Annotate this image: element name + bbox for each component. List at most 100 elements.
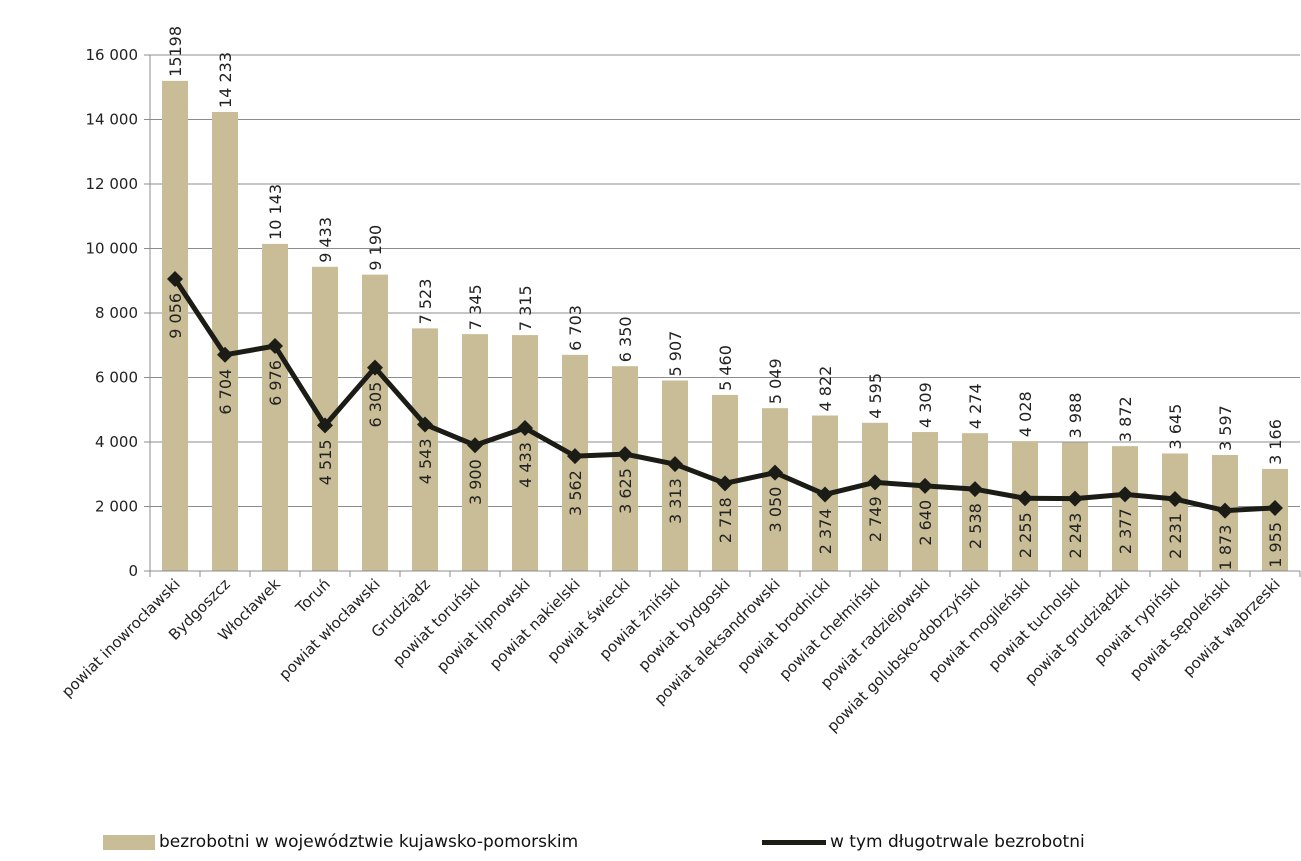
category-label: powiat inowrocławski	[58, 575, 184, 701]
bar	[612, 366, 638, 571]
bar-data-label: 9 433	[316, 217, 335, 263]
bar-data-label: 3 166	[1266, 419, 1285, 465]
line-marker	[867, 474, 883, 491]
line-data-label: 9 056	[166, 293, 185, 339]
line-data-label: 3 313	[666, 478, 685, 524]
legend-item-line: w tym długotrwale bezrobotni	[762, 832, 1085, 852]
line-marker	[317, 417, 333, 434]
line-data-label: 2 255	[1016, 512, 1035, 558]
line-data-label: 4 515	[316, 439, 335, 485]
bar	[912, 432, 938, 571]
bar	[862, 422, 888, 571]
bar-data-label: 10 143	[266, 184, 285, 240]
gridlines	[150, 54, 1300, 507]
y-tick-label: 0	[128, 562, 138, 580]
line-marker	[1117, 486, 1133, 503]
line-marker	[467, 437, 483, 454]
bar-data-label: 4 595	[866, 373, 885, 419]
legend-bar-swatch	[103, 834, 155, 850]
line-marker	[267, 338, 283, 355]
line-data-label: 2 243	[1066, 513, 1085, 559]
bar	[412, 328, 438, 571]
line-data-label: 3 900	[466, 459, 485, 505]
line-marker	[417, 416, 433, 433]
legend-line-label: w tym długotrwale bezrobotni	[830, 832, 1085, 852]
line-data-labels: 9 056 6 704 6 976 4 515 6 305 4 543 3 900 4 433…	[166, 293, 1285, 570]
bar-data-label: 6 350	[616, 316, 635, 362]
y-tick-label: 10 000	[86, 240, 139, 258]
line-marker	[717, 475, 733, 492]
bar	[362, 274, 388, 571]
bar-data-label: 6 703	[566, 305, 585, 351]
line-data-label: 3 050	[766, 487, 785, 533]
line-data-label: 2 377	[1116, 508, 1135, 554]
line-data-label: 3 562	[566, 470, 585, 516]
y-tick-label: 14 000	[86, 111, 139, 129]
line-marker	[167, 270, 183, 287]
bar-data-label: 4 309	[916, 382, 935, 428]
y-tick-label: 6 000	[95, 369, 138, 387]
bar-data-label: 7 523	[416, 279, 435, 325]
line-data-label: 2 374	[816, 508, 835, 554]
bar	[662, 380, 688, 571]
y-tick-label: 16 000	[86, 46, 139, 64]
line-marker	[367, 359, 383, 376]
line-data-label: 2 231	[1166, 513, 1185, 559]
bar	[1262, 468, 1288, 571]
bar	[262, 243, 288, 571]
category-label: powiat wąbrzeski	[1179, 575, 1284, 680]
bar	[162, 80, 188, 571]
line-data-label: 2 538	[966, 503, 985, 549]
bar-data-label: 4 822	[816, 366, 835, 412]
line-data-label: 2 640	[916, 500, 935, 546]
line-marker	[517, 420, 533, 437]
bar	[962, 433, 988, 571]
line-marker	[967, 481, 983, 498]
bar	[1162, 453, 1188, 571]
bar-data-label: 4 028	[1016, 391, 1035, 437]
line-data-label: 6 976	[266, 360, 285, 406]
bar-data-label: 3 645	[1166, 404, 1185, 450]
line-marker	[1017, 490, 1033, 507]
line-data-label: 1 955	[1266, 522, 1285, 568]
y-tick-label: 4 000	[95, 433, 138, 451]
y-tick-label: 2 000	[95, 498, 138, 516]
category-label: powiat rypiński	[1091, 575, 1184, 668]
bar-series	[162, 80, 1288, 571]
category-label: Toruń	[291, 575, 333, 617]
line-data-label: 4 543	[416, 438, 435, 484]
line-marker	[217, 346, 233, 363]
category-label: powiat lipnowski	[433, 575, 534, 676]
line-marker	[1267, 499, 1283, 516]
category-label: powiat nakielski	[486, 575, 584, 673]
line-data-label: 2 718	[716, 497, 735, 543]
y-axis: 0 2 000 4 000 6 000 8 000 10 000 12 000 14 000 1…	[86, 46, 151, 580]
category-label: powiat tucholski	[985, 575, 1084, 674]
legend-bar-label: bezrobotni w województwie kujawsko-pomor…	[159, 832, 579, 852]
line-marker	[617, 446, 633, 463]
bar-data-label: 7 345	[466, 284, 485, 330]
line-marker	[767, 464, 783, 481]
bar	[1112, 446, 1138, 571]
line-data-label: 4 433	[516, 442, 535, 488]
y-tick-label: 12 000	[86, 175, 139, 193]
bar-data-label: 3 597	[1216, 405, 1235, 451]
legend-item-bars: bezrobotni w województwie kujawsko-pomor…	[103, 832, 578, 852]
category-label: powiat bydgoski	[635, 575, 734, 674]
bar	[762, 408, 788, 571]
bar-data-label: 14 233	[216, 52, 235, 108]
line-data-label: 3 625	[616, 468, 635, 514]
bar-data-labels: 15198 14 233 10 143 9 433 9 190 7 523 7 345 7 3…	[166, 26, 1285, 465]
bar-data-label: 9 190	[366, 225, 385, 271]
bar-data-label: 5 460	[716, 345, 735, 391]
category-label: powiat brodnicki	[734, 575, 834, 675]
line-data-label: 2 749	[866, 496, 885, 542]
line-marker	[817, 486, 833, 503]
y-tick-label: 8 000	[95, 304, 138, 322]
line-data-label: 6 305	[366, 382, 385, 428]
bar-data-label: 3 872	[1116, 396, 1135, 442]
legend-line-swatch	[762, 835, 826, 850]
x-axis	[149, 570, 1301, 577]
